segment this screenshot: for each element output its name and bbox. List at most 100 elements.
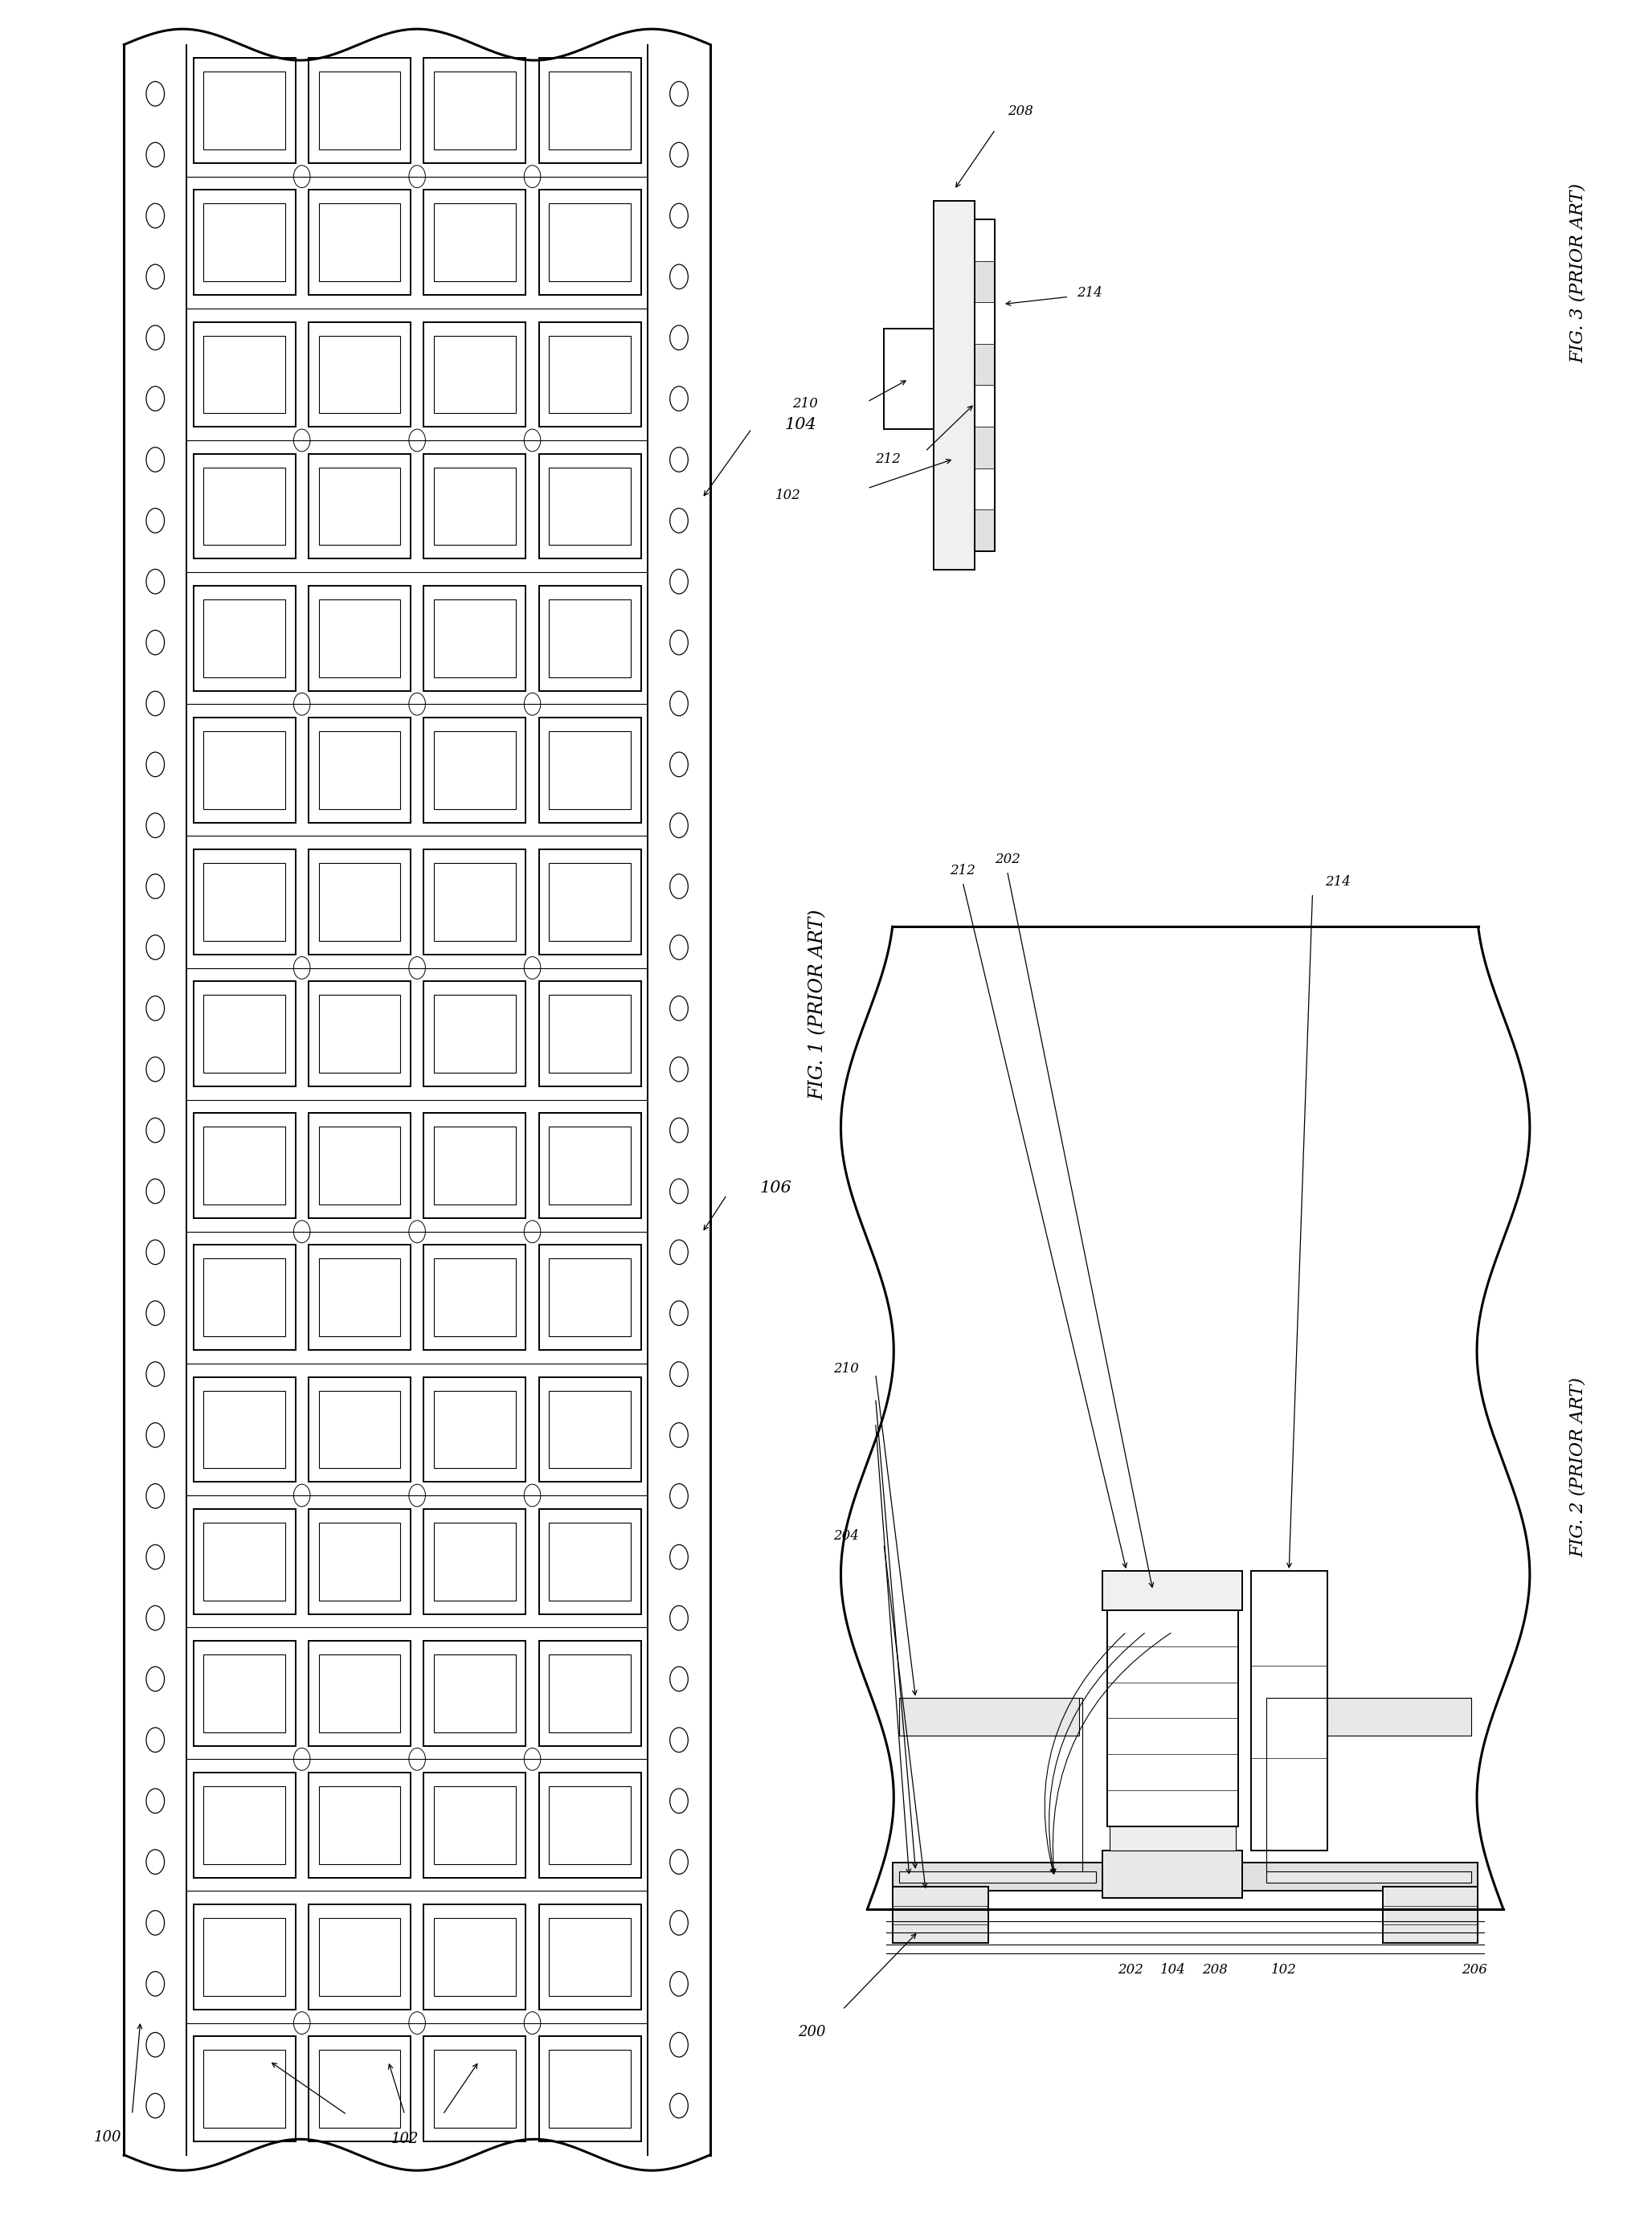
Bar <box>539 585 641 690</box>
Circle shape <box>671 873 687 898</box>
Bar <box>539 1773 641 1878</box>
Bar <box>193 2036 296 2141</box>
Bar <box>434 1259 515 1338</box>
Circle shape <box>671 1362 687 1387</box>
Circle shape <box>147 569 165 594</box>
Text: 212: 212 <box>950 864 976 878</box>
Bar <box>309 980 411 1087</box>
Bar <box>423 1905 525 2010</box>
Bar <box>423 1114 525 1219</box>
Circle shape <box>147 1849 165 1873</box>
Bar <box>423 453 525 558</box>
Text: 104: 104 <box>785 418 816 433</box>
Bar <box>309 585 411 690</box>
Circle shape <box>671 1728 687 1753</box>
Bar <box>884 328 933 429</box>
Circle shape <box>147 1483 165 1507</box>
Circle shape <box>671 83 687 107</box>
Bar <box>203 598 286 677</box>
Circle shape <box>671 630 687 654</box>
Bar <box>434 1523 515 1601</box>
Bar <box>1251 1570 1327 1851</box>
Bar <box>434 1918 515 1996</box>
Bar <box>203 467 286 545</box>
Circle shape <box>294 692 311 715</box>
Circle shape <box>147 1239 165 1264</box>
Bar <box>193 849 296 953</box>
Circle shape <box>524 692 540 715</box>
Circle shape <box>147 2032 165 2057</box>
Bar <box>319 1391 400 1469</box>
Bar <box>423 2036 525 2141</box>
Bar <box>193 190 296 295</box>
Circle shape <box>671 1849 687 1873</box>
Circle shape <box>147 753 165 777</box>
Bar <box>193 717 296 822</box>
Bar <box>309 2036 411 2141</box>
Bar <box>203 1128 286 1204</box>
Bar <box>319 730 400 808</box>
Circle shape <box>671 326 687 351</box>
Bar <box>434 862 515 940</box>
Bar <box>539 1641 641 1746</box>
Circle shape <box>671 1119 687 1143</box>
Bar <box>899 1871 1095 1882</box>
Circle shape <box>147 1972 165 1996</box>
Bar <box>319 467 400 545</box>
Circle shape <box>147 83 165 107</box>
Bar <box>309 1641 411 1746</box>
Bar <box>193 1773 296 1878</box>
Bar <box>319 2050 400 2128</box>
Circle shape <box>294 1748 311 1771</box>
Bar <box>319 598 400 677</box>
Circle shape <box>147 263 165 288</box>
Bar <box>203 996 286 1072</box>
Circle shape <box>147 996 165 1020</box>
Bar <box>319 1259 400 1338</box>
Bar <box>539 717 641 822</box>
Circle shape <box>410 1748 426 1771</box>
Bar <box>975 384 995 427</box>
Bar <box>193 1510 296 1614</box>
Circle shape <box>147 1911 165 1936</box>
Bar <box>193 1641 296 1746</box>
Circle shape <box>671 936 687 960</box>
Bar <box>975 219 995 552</box>
Text: 200: 200 <box>798 2025 826 2039</box>
Circle shape <box>147 1179 165 1204</box>
Bar <box>539 190 641 295</box>
Circle shape <box>410 1221 426 1244</box>
Circle shape <box>671 1056 687 1081</box>
Circle shape <box>410 2012 426 2034</box>
Circle shape <box>671 1972 687 1996</box>
Circle shape <box>524 2012 540 2034</box>
Bar <box>539 849 641 953</box>
Bar <box>203 730 286 808</box>
Bar <box>319 1786 400 1865</box>
Bar <box>975 261 995 301</box>
Bar <box>548 467 631 545</box>
Bar <box>319 1918 400 1996</box>
Bar <box>892 1862 1102 1891</box>
Circle shape <box>524 956 540 978</box>
Bar <box>309 190 411 295</box>
Circle shape <box>147 630 165 654</box>
Circle shape <box>671 1302 687 1326</box>
Text: 214: 214 <box>1077 286 1104 299</box>
Text: 208: 208 <box>1008 105 1032 118</box>
Circle shape <box>147 1545 165 1570</box>
Circle shape <box>147 1302 165 1326</box>
Circle shape <box>147 1666 165 1690</box>
Bar <box>319 71 400 150</box>
Bar <box>1110 1827 1236 1851</box>
Bar <box>434 71 515 150</box>
Bar <box>434 1128 515 1204</box>
Bar <box>548 335 631 413</box>
Bar <box>539 1378 641 1483</box>
Circle shape <box>671 386 687 411</box>
Bar <box>539 1246 641 1351</box>
Bar <box>203 1655 286 1733</box>
Bar <box>539 322 641 427</box>
Circle shape <box>671 813 687 837</box>
Bar <box>539 58 641 163</box>
